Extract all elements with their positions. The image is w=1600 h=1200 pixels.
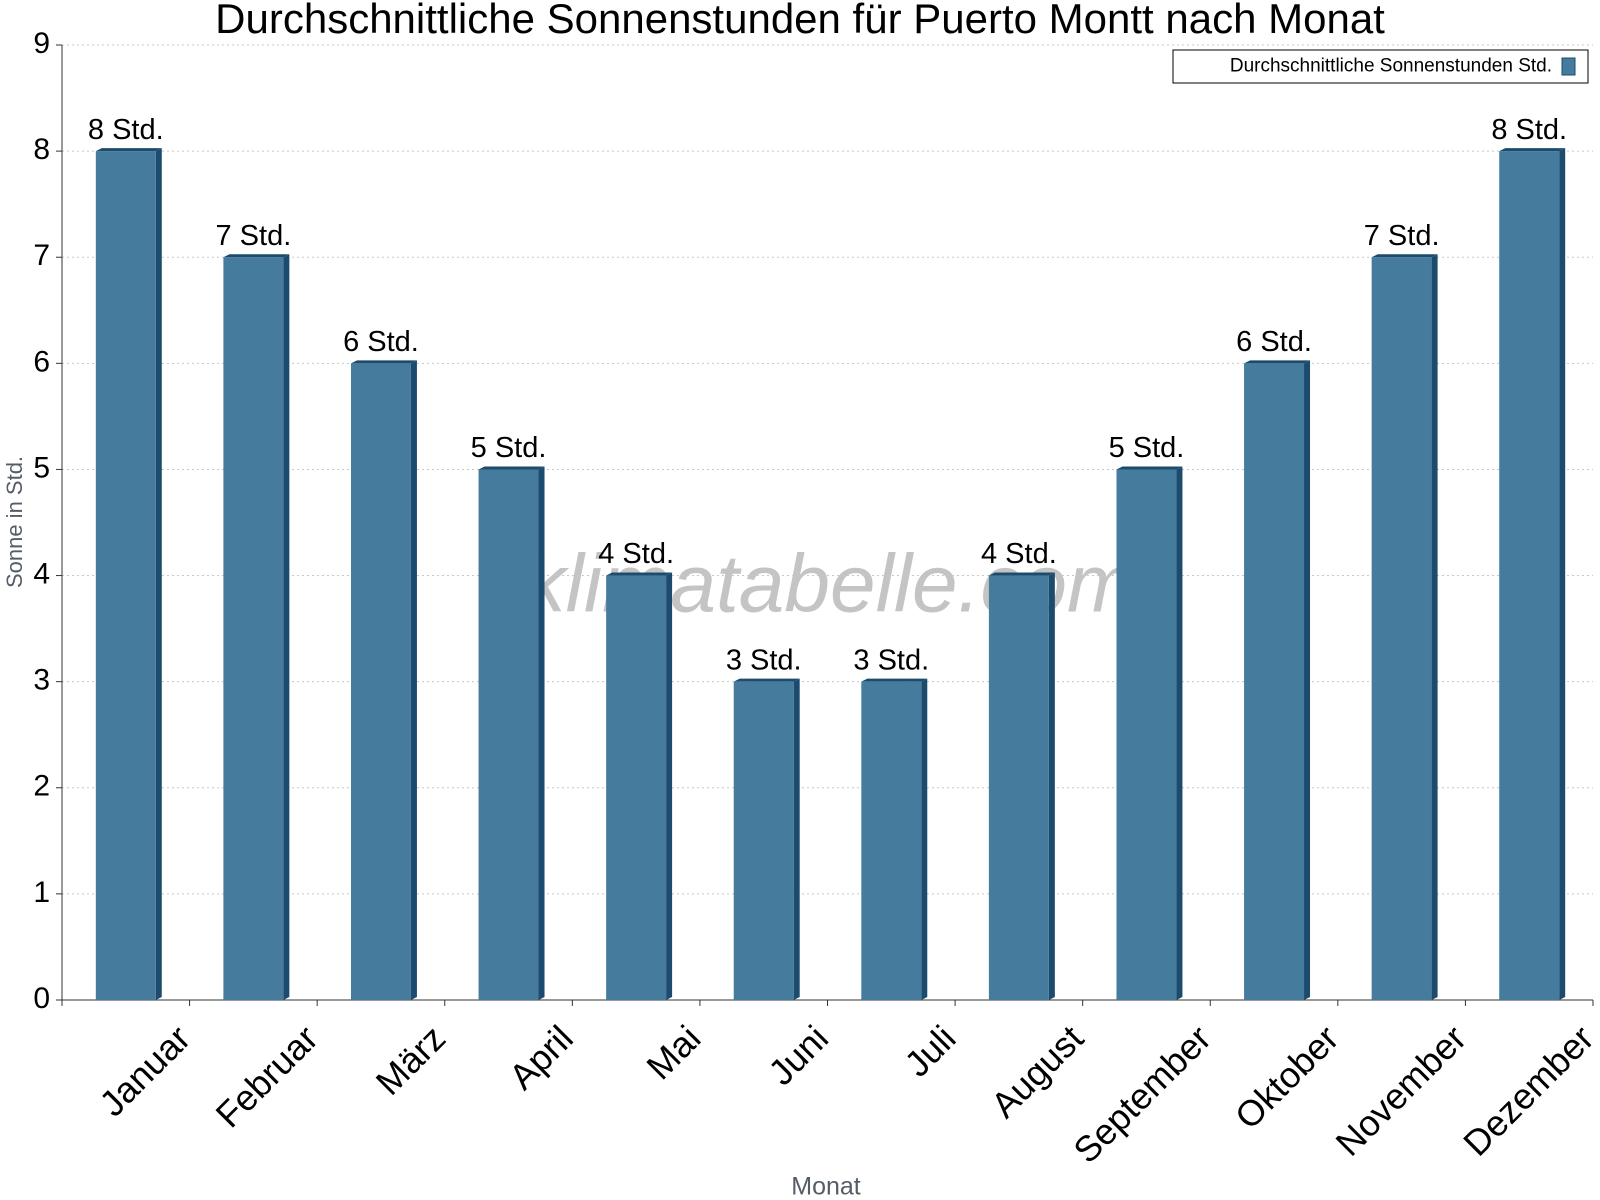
bar-top — [1116, 466, 1183, 470]
x-tick-label: Juni — [760, 1017, 836, 1093]
data-label: 4 Std. — [598, 538, 674, 570]
bar-group — [733, 678, 800, 1000]
data-label: 5 Std. — [471, 432, 547, 464]
bar-side — [921, 678, 928, 1000]
x-tick-label: April — [501, 1017, 581, 1097]
bar-side — [793, 678, 800, 1000]
legend-swatch — [1561, 57, 1576, 76]
bar-group — [1499, 148, 1566, 1001]
bar-side — [155, 148, 162, 1001]
bar — [350, 363, 411, 1000]
bar — [861, 681, 922, 1000]
bar — [733, 681, 794, 1000]
bar-top — [350, 360, 417, 364]
bar — [478, 469, 539, 1000]
bar-side — [410, 360, 417, 1000]
bar-group — [1244, 360, 1311, 1000]
data-label: 7 Std. — [215, 220, 291, 252]
data-label: 3 Std. — [853, 644, 929, 676]
legend-box — [1172, 49, 1589, 84]
bar — [988, 575, 1049, 1000]
bar-group — [95, 148, 162, 1001]
bar-top — [861, 678, 928, 682]
y-tick-label: 0 — [33, 982, 50, 1015]
bar-top — [1499, 148, 1566, 152]
y-tick-label: 2 — [33, 770, 50, 803]
x-tick-label: Juli — [896, 1017, 963, 1084]
bar-top — [733, 678, 800, 682]
bar-side — [1431, 254, 1438, 1000]
x-tick-label: September — [1065, 1017, 1219, 1171]
bar-top — [223, 254, 290, 258]
bar — [1371, 257, 1432, 1000]
legend-label: Durchschnittliche Sonnenstunden Std. — [1230, 56, 1552, 77]
y-tick-label: 6 — [33, 345, 50, 378]
y-tick-label: 9 — [33, 27, 50, 60]
y-tick-label: 4 — [33, 557, 50, 590]
bar-side — [1304, 360, 1311, 1000]
data-label: 3 Std. — [726, 644, 802, 676]
y-axis-label: Sonne in Std. — [2, 456, 27, 588]
bar — [1116, 469, 1177, 1000]
bar-side — [283, 254, 290, 1000]
bar-side — [666, 572, 673, 1000]
x-tick-label: Februar — [208, 1017, 326, 1135]
x-tick-label: Januar — [91, 1017, 198, 1124]
x-tick-label: Oktober — [1227, 1017, 1347, 1137]
bar-group — [478, 466, 545, 1000]
x-tick-label: August — [983, 1017, 1091, 1125]
bar — [95, 151, 156, 1001]
y-tick-label: 5 — [33, 451, 50, 484]
bar — [606, 575, 667, 1000]
bar-top — [988, 572, 1055, 576]
bar-side — [1176, 466, 1183, 1000]
x-tick-label: Dezember — [1455, 1017, 1600, 1163]
bar — [223, 257, 284, 1000]
y-tick-label: 8 — [33, 133, 50, 166]
data-label: 7 Std. — [1364, 220, 1440, 252]
x-tick-label: November — [1328, 1017, 1474, 1163]
bar-side — [1048, 572, 1055, 1000]
y-tick-label: 7 — [33, 239, 50, 272]
bar-group — [350, 360, 417, 1000]
data-label: 4 Std. — [981, 538, 1057, 570]
y-tick-label: 3 — [33, 664, 50, 697]
bar — [1244, 363, 1305, 1000]
bar-top — [478, 466, 545, 470]
bar-top — [606, 572, 673, 576]
x-tick-label: Mai — [638, 1017, 708, 1087]
bar-top — [95, 148, 162, 152]
bar-top — [1371, 254, 1438, 258]
data-label: 6 Std. — [343, 326, 419, 358]
data-label: 6 Std. — [1236, 326, 1312, 358]
bar-group — [1371, 254, 1438, 1000]
bar-group — [223, 254, 290, 1000]
y-tick-label: 1 — [33, 876, 50, 909]
bar — [1499, 151, 1560, 1001]
bar-group — [988, 572, 1055, 1000]
data-label: 5 Std. — [1109, 432, 1185, 464]
bar-side — [1559, 148, 1566, 1001]
data-label: 8 Std. — [1491, 114, 1567, 146]
bar-side — [538, 466, 545, 1000]
data-label: 8 Std. — [88, 114, 164, 146]
x-axis-label: Monat — [791, 1173, 861, 1200]
bar-group — [606, 572, 673, 1000]
x-tick-label: März — [368, 1017, 454, 1103]
bar-group — [1116, 466, 1183, 1000]
bar-top — [1244, 360, 1311, 364]
chart-title: Durchschnittliche Sonnenstunden für Puer… — [215, 0, 1385, 42]
bar-group — [861, 678, 928, 1000]
